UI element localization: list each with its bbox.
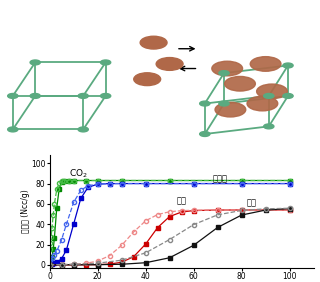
Circle shape — [219, 101, 229, 106]
Circle shape — [100, 94, 111, 98]
Y-axis label: 吸着量 (Ncc/g): 吸着量 (Ncc/g) — [20, 190, 29, 233]
Circle shape — [140, 36, 167, 49]
Circle shape — [8, 94, 18, 98]
Circle shape — [200, 101, 210, 106]
Circle shape — [30, 94, 40, 98]
Circle shape — [134, 73, 161, 85]
Circle shape — [225, 76, 255, 91]
Text: メタン: メタン — [213, 175, 228, 184]
Circle shape — [8, 127, 18, 132]
Circle shape — [30, 60, 40, 65]
Circle shape — [156, 58, 183, 70]
Circle shape — [264, 94, 274, 98]
Circle shape — [264, 124, 274, 129]
Circle shape — [212, 61, 243, 76]
Text: CO$_2$: CO$_2$ — [69, 168, 88, 180]
Circle shape — [247, 96, 278, 111]
Circle shape — [250, 57, 281, 71]
Circle shape — [78, 94, 88, 98]
Circle shape — [219, 71, 229, 76]
Text: 酸素: 酸素 — [177, 196, 187, 205]
Circle shape — [200, 132, 210, 136]
Circle shape — [100, 60, 111, 65]
Circle shape — [257, 84, 287, 99]
Circle shape — [215, 102, 246, 117]
Circle shape — [283, 63, 293, 68]
Circle shape — [283, 94, 293, 98]
Circle shape — [78, 127, 88, 132]
Text: 窒素: 窒素 — [246, 198, 256, 207]
